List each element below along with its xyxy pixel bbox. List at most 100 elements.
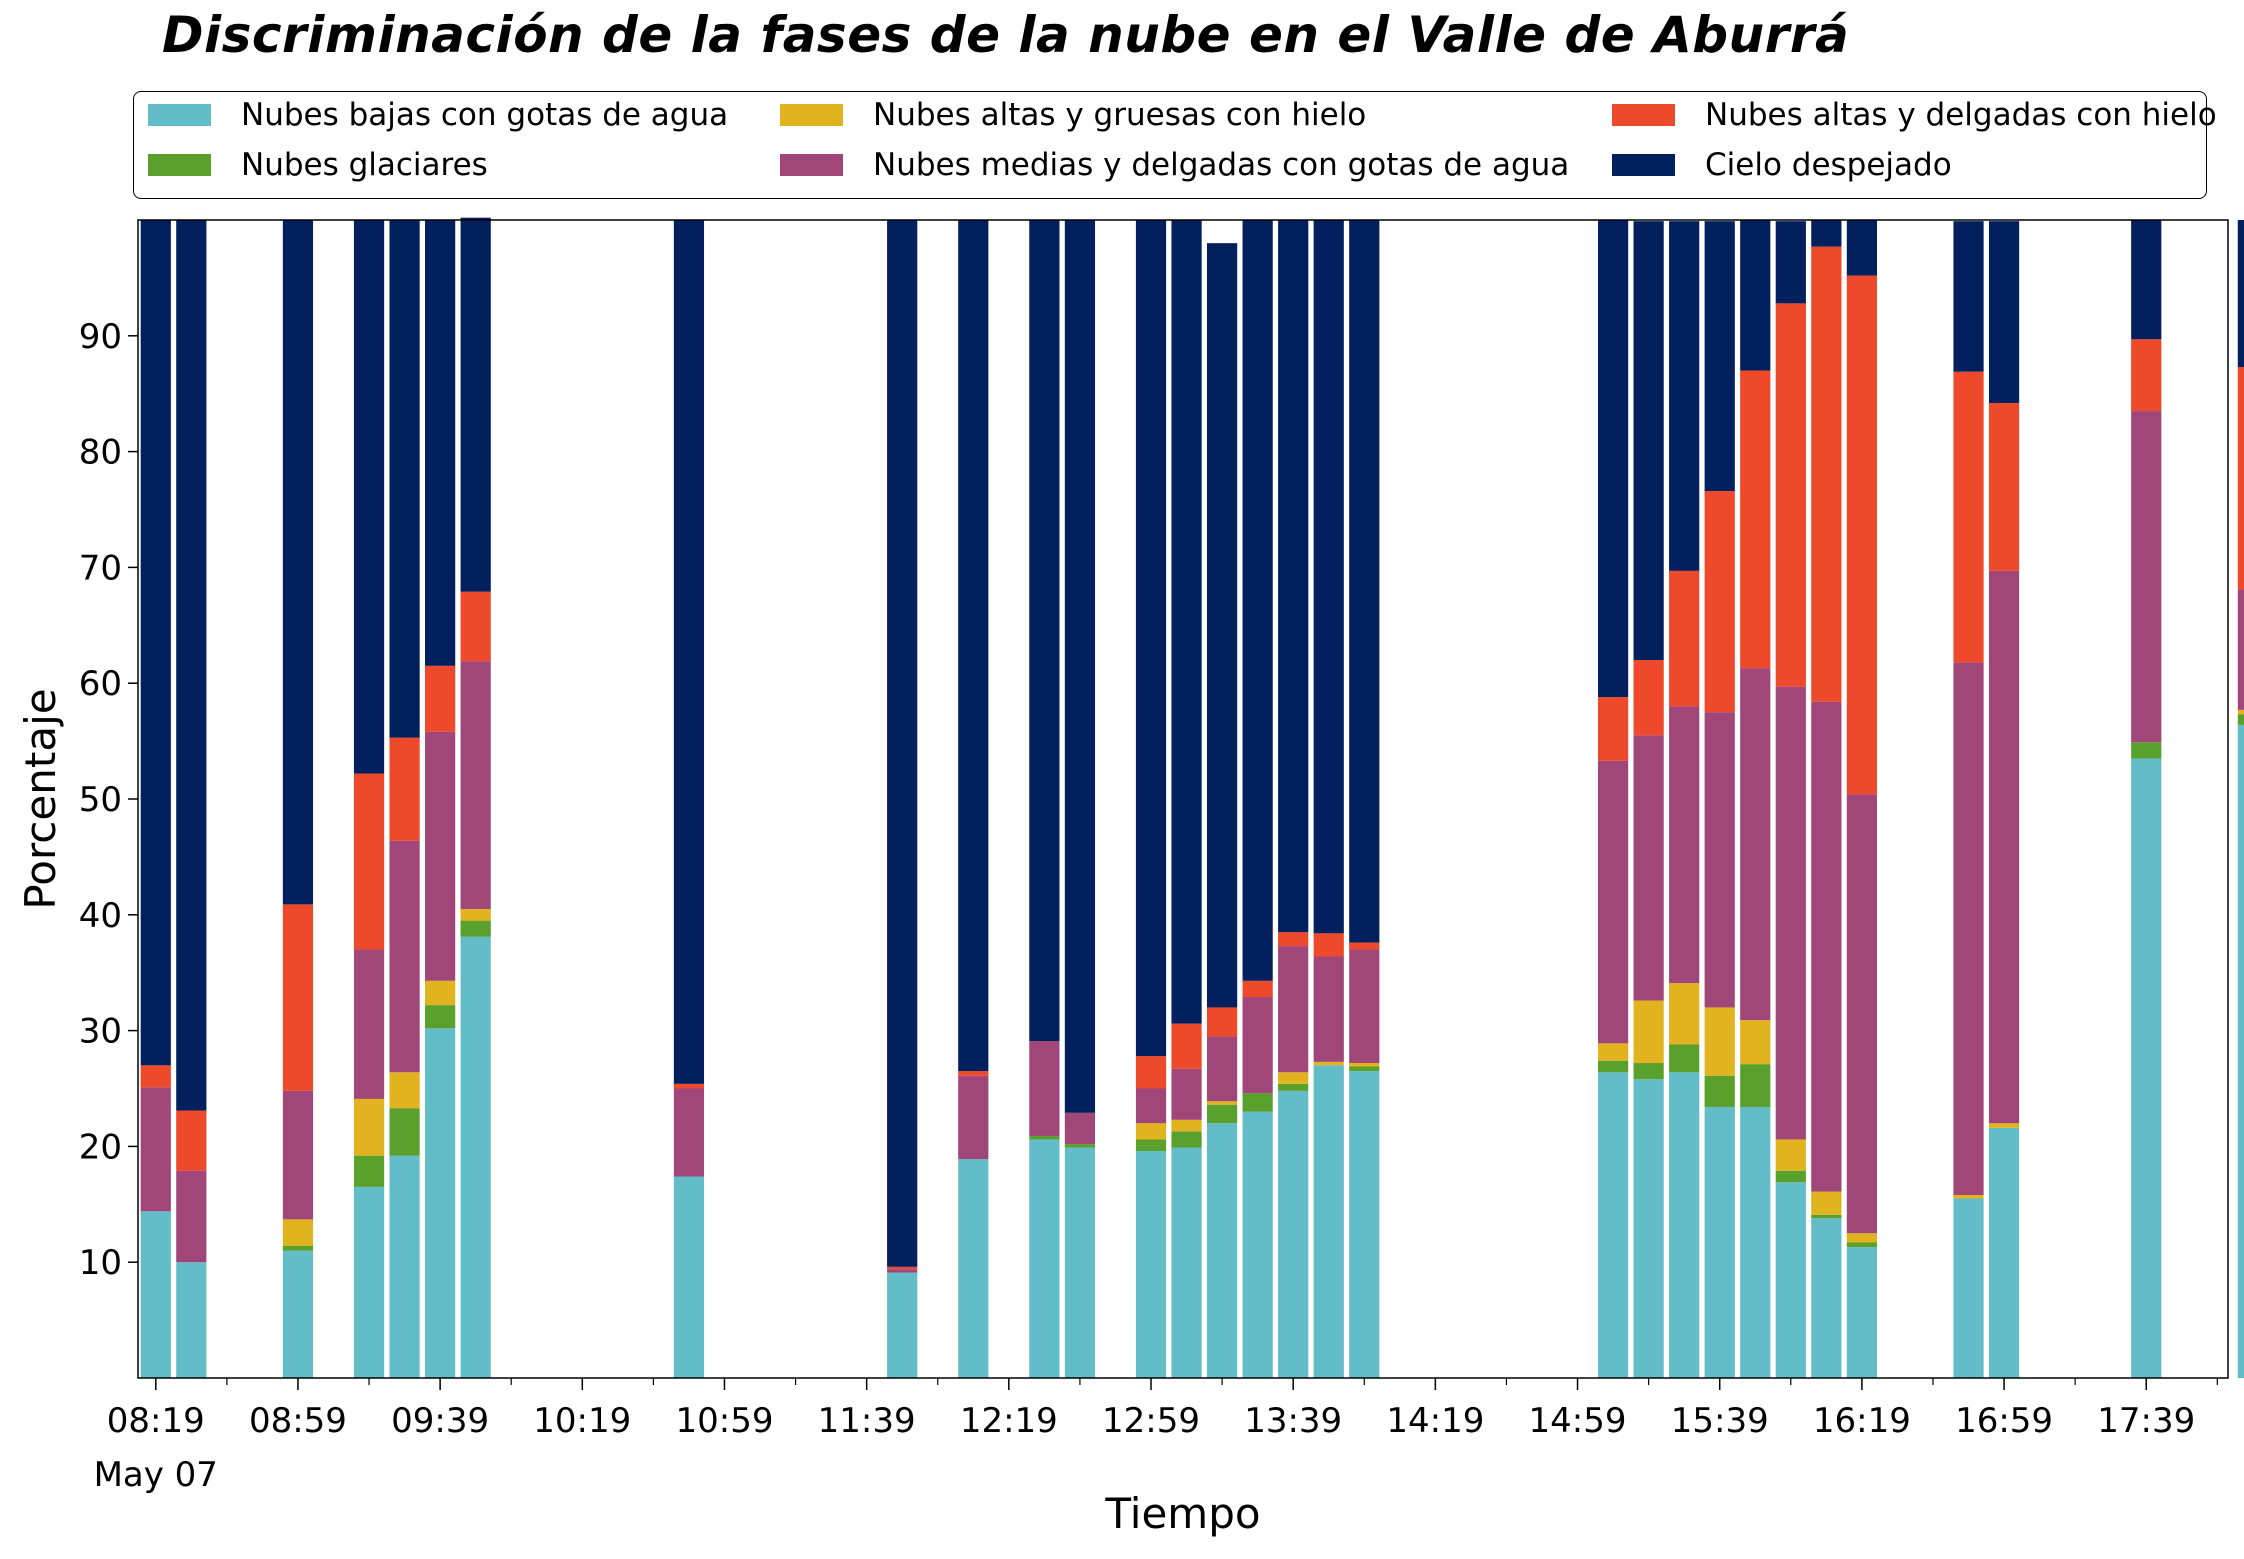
bar-segment-3 [1811,701,1842,1192]
bar-segment-5 [1633,221,1664,661]
legend-item: Nubes altas y gruesas con hielo [780,97,1366,133]
legend-label: Cielo despejado [1705,147,1952,183]
bar-segment-3 [1846,794,1878,1234]
y-tick-label: 50 [79,780,122,820]
bar-segment-4 [1349,942,1380,950]
legend-item: Nubes medias y delgadas con gotas de agu… [780,147,1569,183]
y-tick-label: 60 [79,664,122,704]
bar-segment-3 [1988,570,2020,1124]
y-tick-label: 30 [79,1012,122,1052]
y-tick-label: 10 [79,1243,122,1283]
bar-segment-5 [140,220,171,1066]
bar-segment-4 [1242,980,1273,998]
bar-segment-0 [1242,1111,1273,1378]
bar-segment-3 [1669,706,1700,984]
bar-segment-3 [1597,760,1629,1044]
bar-segment-0 [1313,1065,1344,1378]
bar-segment-4 [1633,660,1664,736]
bar-segment-3 [1775,686,1806,1140]
bar-segment-2 [1704,1007,1735,1076]
bar-segment-0 [1811,1218,1842,1378]
bar-segment-2 [1811,1191,1842,1215]
bar-segment-2 [2237,709,2244,715]
bar-segment-3 [460,661,491,910]
bar-segment-0 [1704,1107,1735,1378]
bar-segment-1 [1171,1131,1202,1148]
bar-segment-5 [353,220,385,774]
bar-segment-4 [1669,570,1700,707]
bar-segment-4 [1597,697,1629,761]
bar-segment-5 [1135,220,1167,1057]
bar-segment-0 [176,1262,207,1378]
x-tick-label: 08:59 [249,1401,347,1441]
bar-segment-5 [389,220,420,738]
legend-label: Nubes medias y delgadas con gotas de agu… [873,147,1570,183]
bar-segment-5 [460,217,491,592]
x-tick-label: 14:19 [1386,1401,1484,1441]
bar-segment-3 [1349,949,1380,1064]
bar-segment-2 [425,980,456,1006]
bar-segment-5 [282,220,314,905]
bar-segment-1 [1278,1083,1309,1091]
bar-segment-1 [1740,1064,1771,1108]
bar-segment-0 [887,1272,918,1378]
bar-segment-2 [1349,1063,1380,1067]
bar-segment-0 [1953,1198,1984,1378]
x-tick-label: 13:39 [1244,1401,1342,1441]
bar-segment-4 [1704,490,1735,713]
bar-segment-4 [425,665,456,732]
bar-segment-5 [2131,220,2162,340]
bar-segment-3 [1633,735,1664,1001]
bar-segment-0 [140,1211,171,1378]
bar-segment-0 [2131,758,2162,1378]
bar-segment-1 [2237,714,2244,725]
bar-segment-1 [1775,1170,1806,1183]
legend-label: Nubes altas y delgadas con hielo [1705,97,2217,133]
bar-segment-3 [1206,1036,1238,1102]
bar-segment-4 [1988,402,2020,571]
bar-segment-3 [353,949,385,1099]
bar-segment-5 [1846,220,1878,276]
bar-segment-1 [353,1155,385,1187]
bar-segment-5 [176,220,207,1111]
bar-segment-0 [1278,1090,1309,1378]
bar-segment-5 [673,220,705,1084]
bar-segment-4 [389,737,420,841]
bar-segment-4 [887,1266,918,1270]
y-tick-label: 80 [79,433,122,473]
bar-segment-3 [1704,712,1735,1008]
bar-segment-3 [958,1075,989,1160]
bar-segment-0 [1597,1072,1629,1378]
bar-segment-0 [1633,1079,1664,1378]
bar-segment-4 [1846,275,1878,795]
bar-segment-5 [1029,220,1060,1042]
bar-segment-4 [1135,1056,1167,1089]
bar-segment-0 [1775,1182,1806,1378]
bar-segment-5 [887,220,918,1267]
bar-segment-4 [2131,339,2162,412]
bar-segment-0 [353,1186,385,1378]
chart-title: Discriminación de la fases de la nube en… [162,6,1850,64]
bar-segment-4 [1740,370,1771,669]
bar-segment-0 [1846,1247,1878,1378]
bar-segment-3 [1135,1088,1167,1124]
bar-segment-2 [1171,1119,1202,1132]
bar-segment-1 [1135,1139,1167,1152]
legend-label: Nubes altas y gruesas con hielo [873,97,1367,133]
bar-segment-3 [140,1087,171,1212]
bar-segment-4 [1775,303,1806,687]
bar-segment-1 [1349,1066,1380,1072]
bar-segment-0 [1029,1139,1060,1378]
bar-segment-1 [282,1245,314,1251]
bar-segment-1 [1846,1242,1878,1248]
x-tick-label: 12:59 [1102,1401,1200,1441]
x-tick-label: 16:59 [1955,1401,2053,1441]
bar-segment-2 [1135,1123,1167,1140]
bar-segment-4 [1953,371,1984,663]
bar-segment-5 [1953,221,1984,372]
bar-segment-0 [1349,1071,1380,1378]
bar-segment-0 [389,1155,420,1378]
y-axis-label: Porcentaje [16,688,65,909]
bar-segment-2 [1633,1000,1664,1064]
legend: Nubes bajas con gotas de agua Nubes glaci… [133,91,2217,199]
